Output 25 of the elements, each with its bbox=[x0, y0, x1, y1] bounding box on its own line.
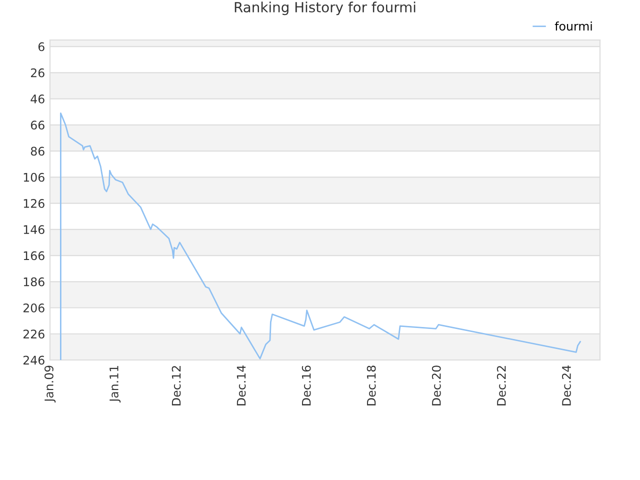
y-tick-label: 26 bbox=[30, 68, 44, 78]
line-series bbox=[60, 112, 581, 360]
x-tick-label: Jan.09 bbox=[44, 366, 56, 402]
y-tick-label: 46 bbox=[30, 94, 44, 104]
x-tick-label: Jan.11 bbox=[110, 366, 121, 402]
x-tick-label: Dec.20 bbox=[432, 366, 441, 406]
y-tick-label: 226 bbox=[23, 330, 44, 339]
y-tick-label: 6 bbox=[38, 42, 44, 52]
x-tick-label: Dec.12 bbox=[172, 366, 181, 406]
x-tick-label: Dec.16 bbox=[302, 366, 311, 406]
y-tick-label: 166 bbox=[24, 251, 44, 260]
y-tick-label: 206 bbox=[23, 303, 44, 312]
legend-label: fourmi bbox=[554, 21, 592, 31]
y-tick-label: 146 bbox=[24, 225, 44, 234]
y-tick-label: 246 bbox=[23, 356, 44, 365]
y-tick-label: 126 bbox=[24, 198, 44, 208]
y-tick-label: 66 bbox=[30, 120, 44, 130]
y-tick-label: 106 bbox=[24, 172, 44, 182]
y-tick-label: 86 bbox=[30, 146, 44, 156]
x-tick-label: Dec.14 bbox=[236, 366, 246, 406]
y-tick-label: 186 bbox=[24, 277, 44, 286]
x-tick-label: Dec.24 bbox=[562, 366, 571, 406]
x-tick-label: Dec.18 bbox=[366, 366, 376, 406]
chart-title: Ranking History for fourmi bbox=[234, 2, 416, 16]
x-tick-label: Dec.22 bbox=[496, 366, 506, 406]
